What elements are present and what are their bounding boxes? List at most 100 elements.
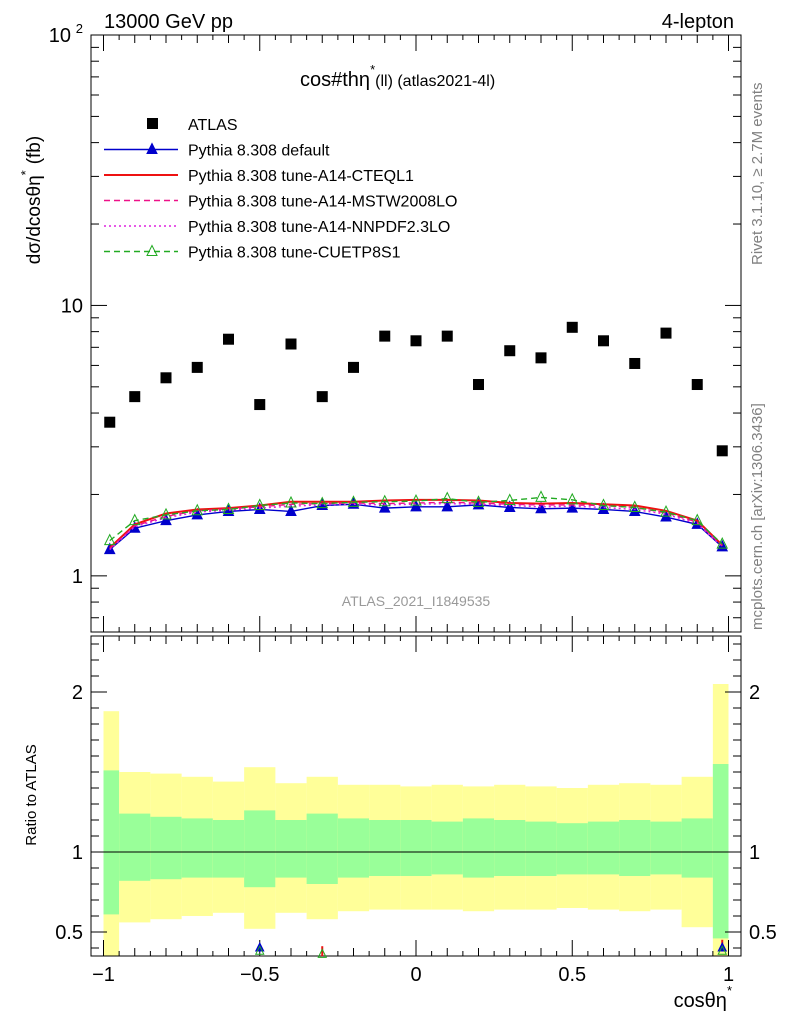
series-marker-0 [441, 499, 454, 512]
legend-label: Pythia 8.308 tune-A14-MSTW2008LO [188, 194, 457, 211]
stat-band-bin [712, 764, 729, 939]
legend-label: Pythia 8.308 default [188, 143, 330, 160]
stat-band-bin [681, 818, 713, 878]
ratio-y-tick-label-left: 0.5 [55, 922, 83, 944]
header-energy: 13000 GeV pp [104, 11, 233, 33]
data-point [504, 345, 516, 357]
main-panel: 1 10 10 2 [49, 21, 742, 633]
stat-band-bin [525, 821, 557, 876]
data-point [535, 352, 547, 364]
x-axis-label-main: cosθη [674, 990, 727, 1012]
series-marker-4 [716, 537, 729, 549]
ratio-markers [254, 939, 728, 958]
legend-marker-0 [146, 142, 158, 154]
series-marker-4 [660, 505, 672, 517]
series-marker-4 [103, 533, 116, 546]
y-tick-label: 10 [61, 295, 83, 317]
series-line-3 [109, 502, 723, 551]
series-marker-4 [160, 507, 172, 520]
data-point [441, 330, 453, 342]
legend-label: Pythia 8.308 tune-A14-CTEQL1 [188, 168, 414, 185]
series-marker-4 [535, 490, 547, 502]
ratio-y-tick-label-right: 1 [749, 842, 760, 864]
stat-band-bin [306, 813, 338, 884]
x-tick-label: 1 [723, 964, 734, 986]
ratio-y-tick-label-right: 0.5 [749, 922, 777, 944]
chart-title-main: cos#thη [300, 69, 370, 91]
x-tick-label: −1 [92, 964, 115, 986]
series-marker-4 [316, 496, 329, 509]
series-marker-4 [441, 491, 454, 504]
x-tick-label: −0.5 [240, 964, 279, 986]
stat-band-bin [462, 818, 495, 878]
y-axis-label-unit: (fb) [24, 136, 45, 165]
series-marker-4 [472, 495, 485, 507]
main-axes: 1 10 10 2 [49, 21, 742, 633]
x-axis-label-sup: * [727, 983, 732, 998]
ratio-y-tick-label-left: 2 [72, 682, 83, 704]
series-marker-0 [566, 501, 579, 513]
series-marker-4 [410, 493, 422, 506]
data-point [104, 416, 116, 428]
series-marker-4 [191, 503, 204, 516]
data-point [566, 321, 578, 333]
stat-band-bin [619, 820, 651, 876]
stat-band-bin [103, 770, 120, 915]
data-point [473, 379, 484, 391]
x-tick-label: 0.5 [558, 964, 586, 986]
y-tick-label: 1 [72, 566, 83, 588]
stat-band-bin [400, 820, 432, 876]
data-point [129, 391, 141, 403]
ratio-y-label: Ratio to ATLAS [23, 744, 40, 845]
series-marker-0 [160, 513, 172, 526]
series-marker-4 [253, 498, 266, 511]
stat-band-bin [275, 820, 307, 878]
y-axis-label-main: dσ/dcosθη [24, 175, 45, 264]
stat-band-bin [431, 821, 463, 875]
ratio-panel: 0.5 0.5 1 1 2 2 −1 −0.5 0 0.5 1 [55, 635, 777, 986]
data-point [716, 445, 728, 457]
header-process: 4-lepton [662, 11, 734, 33]
series-marker-4 [597, 498, 610, 511]
legend-marker-data [147, 118, 158, 129]
data-point [285, 338, 297, 350]
ratio-bands [103, 684, 729, 956]
series-marker-4 [503, 493, 516, 505]
series-marker-4 [566, 492, 579, 505]
data-point [660, 327, 672, 339]
data-point [379, 330, 391, 342]
stat-band-bin [150, 816, 182, 880]
data-point [223, 333, 234, 345]
stat-band-bin [650, 821, 682, 875]
stat-band-bin [494, 820, 526, 876]
x-axis-label: cosθη* [674, 983, 732, 1012]
series-marker-0 [410, 499, 422, 512]
data-point [629, 357, 641, 369]
stat-band-bin [119, 813, 151, 881]
data-point [254, 399, 266, 411]
series-marker-4 [128, 513, 141, 526]
data-point [316, 391, 328, 403]
data-point [598, 335, 609, 347]
y-tick-exponent: 2 [76, 21, 83, 36]
data-point [691, 379, 703, 391]
ratio-y-tick-label-right: 2 [749, 682, 760, 704]
y-tick-label: 10 [49, 25, 71, 47]
data-point [191, 361, 203, 373]
legend: ATLAS Pythia 8.308 default Pythia 8.308 tu… [104, 117, 457, 262]
series-marker-4 [628, 500, 641, 512]
ratio-marker [254, 945, 265, 955]
series-marker-4 [222, 502, 235, 514]
series-line-4 [109, 496, 723, 545]
data-point [410, 335, 422, 347]
series-marker-0 [191, 507, 204, 520]
stat-band-bin [181, 818, 213, 878]
ratio-y-tick-label-left: 1 [72, 842, 83, 864]
data-points [104, 321, 728, 457]
series-line-1 [109, 498, 723, 549]
chart-title: cos#thη*(ll) (atlas2021-4l) [300, 62, 495, 91]
mcplots-label: mcplots.cern.ch [arXiv:1306.3436] [749, 403, 766, 630]
chart-title-rest: (ll) (atlas2021-4l) [375, 73, 495, 90]
stat-band-bin [556, 823, 588, 875]
